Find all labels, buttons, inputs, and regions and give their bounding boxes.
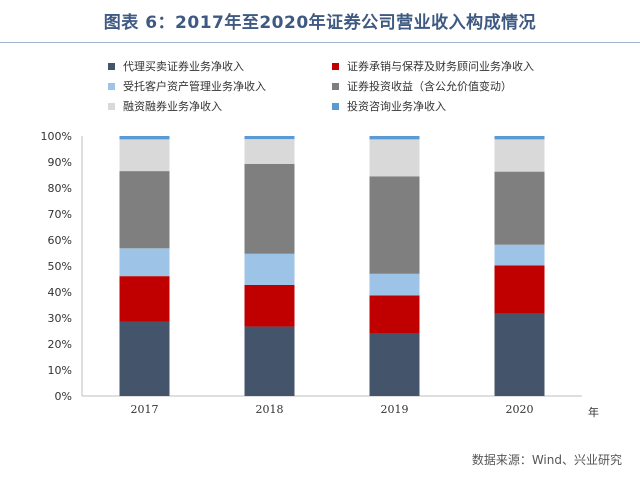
bar-segment-2017-s0 — [119, 321, 170, 396]
legend-label: 投资咨询业务净收入 — [347, 100, 446, 113]
legend-item-brokerage: 代理买卖证券业务净收入 — [108, 58, 244, 74]
bar-segment-2017-s4 — [119, 139, 170, 172]
legend-label: 证券承销与保荐及财务顾问业务净收入 — [347, 60, 534, 73]
legend-label: 融资融券业务净收入 — [123, 100, 222, 113]
bar-segment-2019-s1 — [369, 295, 420, 334]
legend-label: 代理买卖证券业务净收入 — [123, 60, 244, 73]
bar-segment-2017-s3 — [119, 171, 170, 249]
bar-segment-2017-s2 — [119, 248, 170, 277]
legend-swatch — [332, 62, 339, 70]
y-tick-label: 60% — [48, 234, 72, 247]
legend-swatch — [108, 62, 115, 70]
bar-segment-2018-s2 — [244, 253, 295, 285]
x-tick-label: 2020 — [506, 403, 534, 416]
data-source: 数据来源：Wind、兴业研究 — [471, 453, 622, 467]
x-tick-label: 2017 — [131, 403, 159, 416]
bar-segment-2018-s3 — [244, 163, 295, 254]
y-tick-label: 80% — [48, 182, 72, 195]
y-tick-label: 10% — [48, 364, 72, 377]
legend-swatch — [108, 82, 115, 90]
bar-segment-2017-s1 — [119, 276, 170, 322]
legend-item-margin-financing: 融资融券业务净收入 — [108, 98, 222, 114]
legend-item-underwriting: 证券承销与保荐及财务顾问业务净收入 — [332, 58, 534, 74]
x-tick-label: 2018 — [256, 403, 284, 416]
y-tick-label: 0% — [55, 390, 72, 403]
legend-swatch — [108, 102, 115, 110]
bar-segment-2019-s5 — [369, 136, 420, 140]
bar-segment-2018-s4 — [244, 139, 295, 164]
y-tick-label: 100% — [41, 130, 72, 143]
y-tick-label: 50% — [48, 260, 72, 273]
y-tick-label: 20% — [48, 338, 72, 351]
bar-segment-2020-s4 — [494, 139, 545, 172]
legend-swatch — [332, 82, 339, 90]
y-tick-label: 30% — [48, 312, 72, 325]
x-axis-label: 年 — [588, 405, 599, 419]
title-divider — [0, 42, 640, 43]
bar-segment-2018-s0 — [244, 326, 295, 396]
bar-segment-2018-s5 — [244, 136, 295, 140]
bar-segment-2020-s3 — [494, 171, 545, 245]
bar-segment-2019-s0 — [369, 333, 420, 396]
legend-item-investment-income: 证券投资收益（含公允价值变动） — [332, 78, 512, 94]
y-tick-label: 70% — [48, 208, 72, 221]
bar-segment-2018-s1 — [244, 284, 295, 327]
legend-label: 受托客户资产管理业务净收入 — [123, 80, 266, 93]
bar-segment-2020-s5 — [494, 136, 545, 140]
bar-segment-2017-s5 — [119, 136, 170, 140]
legend-label: 证券投资收益（含公允价值变动） — [347, 80, 512, 93]
bar-segment-2019-s2 — [369, 273, 420, 296]
y-tick-label: 90% — [48, 156, 72, 169]
legend-item-advisory: 投资咨询业务净收入 — [332, 98, 446, 114]
bar-segment-2020-s1 — [494, 265, 545, 314]
bar-segment-2020-s2 — [494, 244, 545, 266]
bar-segment-2019-s4 — [369, 139, 420, 177]
legend-item-asset-management: 受托客户资产管理业务净收入 — [108, 78, 266, 94]
x-tick-label: 2019 — [381, 403, 409, 416]
legend-swatch — [332, 102, 339, 110]
y-tick-label: 40% — [48, 286, 72, 299]
chart-title: 图表 6：2017年至2020年证券公司营业收入构成情况 — [103, 13, 537, 33]
bar-segment-2020-s0 — [494, 313, 545, 396]
bar-segment-2019-s3 — [369, 176, 420, 274]
